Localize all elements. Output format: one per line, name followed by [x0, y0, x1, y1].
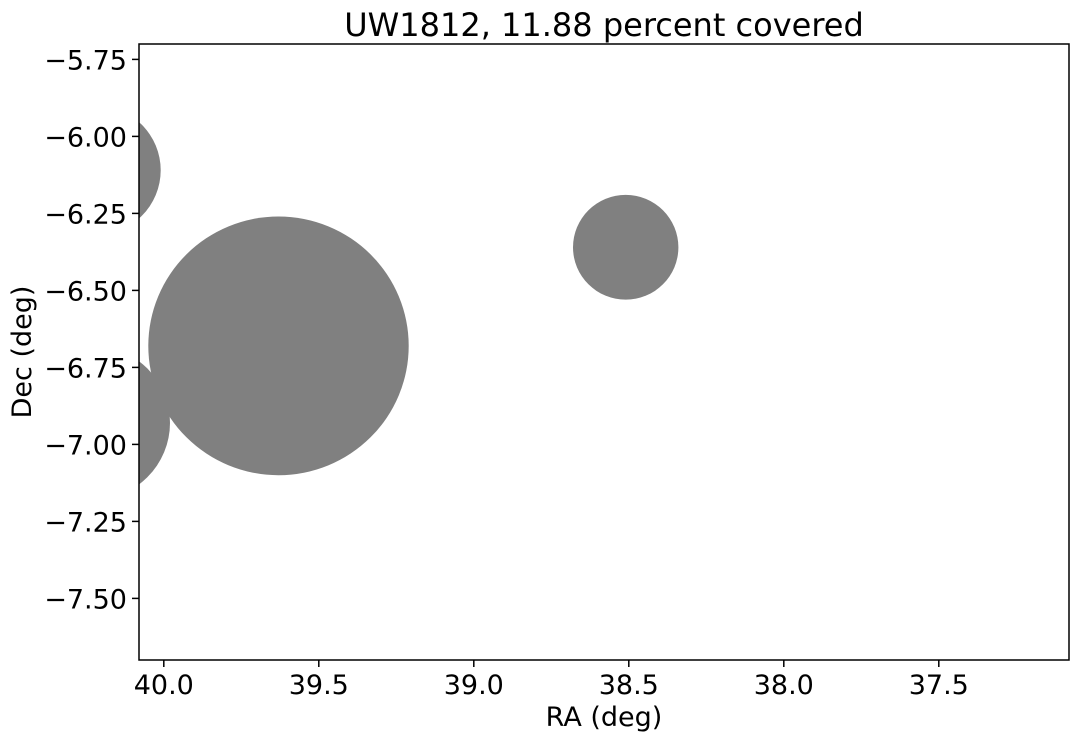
y-tick-label: −6.75 [44, 353, 127, 384]
plot-frame [138, 43, 1070, 661]
y-axis-label: Dec (deg) [7, 286, 38, 419]
coverage-circle [573, 194, 679, 300]
y-tick-label: −5.75 [44, 45, 127, 76]
circles-layer [139, 122, 679, 485]
x-tick-label: 38.0 [754, 670, 814, 701]
coverage-circle [139, 361, 170, 485]
y-tick-label: −6.00 [44, 122, 127, 153]
y-tick-label: −6.25 [44, 199, 127, 230]
x-tick-label: 39.5 [289, 670, 349, 701]
x-axis-label: RA (deg) [546, 702, 663, 733]
chart-title: UW1812, 11.88 percent covered [344, 6, 864, 44]
x-axis: 40.0 39.5 39.0 38.5 38.0 37.5 [134, 660, 969, 701]
y-tick-label: −7.25 [44, 507, 127, 538]
y-tick-label: −7.00 [44, 430, 127, 461]
y-tick-label: −6.50 [44, 276, 127, 307]
x-tick-label: 40.0 [134, 670, 194, 701]
y-tick-label: −7.50 [44, 584, 127, 615]
x-tick-label: 39.0 [444, 670, 504, 701]
x-tick-label: 37.5 [909, 670, 969, 701]
coverage-circle [139, 122, 161, 219]
coverage-circle [148, 216, 409, 476]
x-tick-label: 38.5 [599, 670, 659, 701]
y-axis: −5.75 −6.00 −6.25 −6.50 −6.75 −7.00 −7.25 −7.50 [44, 45, 139, 615]
